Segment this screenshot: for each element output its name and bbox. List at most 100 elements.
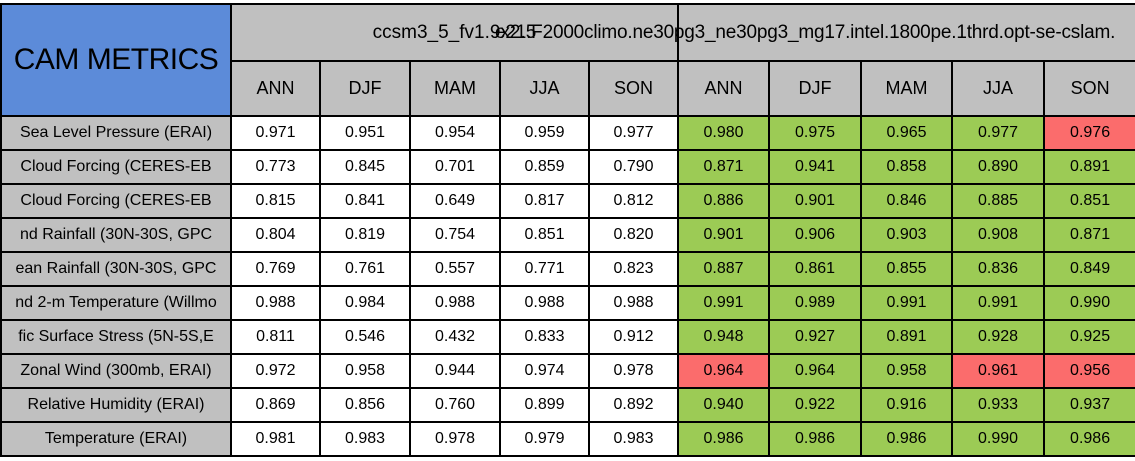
metric-value-cell: 0.861	[768, 251, 863, 287]
metric-value-cell: 0.986	[860, 421, 954, 457]
metric-value-cell: 0.817	[499, 183, 590, 219]
table-title: CAM METRICS	[0, 3, 232, 117]
metric-value-cell: 0.773	[230, 149, 321, 185]
metric-value-cell: 0.964	[677, 353, 771, 389]
metric-value-cell: 0.804	[230, 217, 321, 253]
metric-value-cell: 0.944	[409, 353, 501, 389]
run-header-right	[677, 3, 1135, 62]
table-row: ean Rainfall (30N-30S, GPC 0.769 0.761 0.55…	[0, 251, 1135, 287]
metric-value-cell: 0.981	[230, 421, 321, 457]
cam-metrics-table: CAM METRICS ANN DJF MAM JJA SON ANN DJF …	[0, 3, 1135, 457]
metric-value-cell: 0.977	[587, 115, 680, 151]
table-row: nd Rainfall (30N-30S, GPC 0.804 0.819 0.754…	[0, 217, 1135, 253]
metric-value-cell: 0.978	[409, 421, 501, 457]
metric-value-cell: 0.869	[230, 387, 321, 423]
metric-value-cell: 0.988	[409, 285, 501, 321]
row-label: Sea Level Pressure (ERAI)	[0, 115, 232, 151]
table-row: Cloud Forcing (CERES-EB 0.773 0.845 0.701 0.…	[0, 149, 1135, 185]
metric-value-cell: 0.899	[499, 387, 590, 423]
metric-value-cell: 0.761	[319, 251, 411, 287]
metric-value-cell: 0.432	[409, 319, 501, 355]
metric-value-cell: 0.701	[409, 149, 501, 185]
row-label: fic Surface Stress (5N-5S,E	[0, 319, 232, 355]
metric-value-cell: 0.906	[768, 217, 863, 253]
row-label: Cloud Forcing (CERES-EB	[0, 149, 232, 185]
table-row: fic Surface Stress (5N-5S,E 0.811 0.546 0.4…	[0, 319, 1135, 355]
metric-value-cell: 0.986	[768, 421, 863, 457]
metric-value-cell: 0.871	[677, 149, 771, 185]
season-header-djf-left: DJF	[319, 60, 411, 117]
season-header-mam-right: MAM	[860, 60, 954, 117]
metric-value-cell: 0.892	[587, 387, 680, 423]
metric-value-cell: 0.986	[677, 421, 771, 457]
metric-value-cell: 0.903	[860, 217, 954, 253]
metric-value-cell: 0.891	[860, 319, 954, 355]
metric-value-cell: 0.546	[319, 319, 411, 355]
metric-value-cell: 0.856	[319, 387, 411, 423]
metric-value-cell: 0.855	[860, 251, 954, 287]
metric-value-cell: 0.760	[409, 387, 501, 423]
metric-value-cell: 0.925	[1043, 319, 1135, 355]
metric-value-cell: 0.858	[860, 149, 954, 185]
metric-value-cell: 0.820	[587, 217, 680, 253]
metric-value-cell: 0.557	[409, 251, 501, 287]
metric-value-cell: 0.951	[319, 115, 411, 151]
metric-value-cell: 0.771	[499, 251, 590, 287]
metric-value-cell: 0.891	[1043, 149, 1135, 185]
metric-value-cell: 0.958	[319, 353, 411, 389]
metric-value-cell: 0.948	[677, 319, 771, 355]
metric-value-cell: 0.991	[951, 285, 1046, 321]
metric-value-cell: 0.790	[587, 149, 680, 185]
season-header-row: ANN DJF MAM JJA SON ANN DJF MAM JJA SON	[1, 60, 1135, 117]
table-row: Sea Level Pressure (ERAI) 0.971 0.951 0.954…	[0, 115, 1135, 151]
table-row: Temperature (ERAI) 0.981 0.983 0.978 0.979 0.…	[0, 421, 1135, 457]
metric-value-cell: 0.971	[230, 115, 321, 151]
metric-value-cell: 0.769	[230, 251, 321, 287]
metric-value-cell: 0.886	[677, 183, 771, 219]
season-header-son-left: SON	[587, 60, 680, 117]
row-label: ean Rainfall (30N-30S, GPC	[0, 251, 232, 287]
metric-value-cell: 0.815	[230, 183, 321, 219]
table-row: Cloud Forcing (CERES-EB 0.815 0.841 0.649 0.…	[0, 183, 1135, 219]
metric-value-cell: 0.841	[319, 183, 411, 219]
metric-value-cell: 0.836	[951, 251, 1046, 287]
metric-value-cell: 0.859	[499, 149, 590, 185]
metric-value-cell: 0.890	[951, 149, 1046, 185]
table-row: nd 2-m Temperature (Willmo 0.988 0.984 0.98…	[0, 285, 1135, 321]
run-header-left	[229, 3, 680, 62]
metric-value-cell: 0.941	[768, 149, 863, 185]
metric-value-cell: 0.956	[1043, 353, 1135, 389]
metric-value-cell: 0.991	[860, 285, 954, 321]
season-header-ann-left: ANN	[230, 60, 321, 117]
metric-value-cell: 0.964	[768, 353, 863, 389]
metric-value-cell: 0.986	[1043, 421, 1135, 457]
table-row: Relative Humidity (ERAI) 0.869 0.856 0.760 0…	[0, 387, 1135, 423]
metric-value-cell: 0.990	[1043, 285, 1135, 321]
metric-value-cell: 0.979	[499, 421, 590, 457]
metric-value-cell: 0.851	[1043, 183, 1135, 219]
metric-value-cell: 0.849	[1043, 251, 1135, 287]
metric-value-cell: 0.845	[319, 149, 411, 185]
metric-value-cell: 0.958	[860, 353, 954, 389]
row-label: nd Rainfall (30N-30S, GPC	[0, 217, 232, 253]
run-header-row: CAM METRICS	[0, 3, 1135, 117]
metric-value-cell: 0.980	[677, 115, 771, 151]
row-label: Temperature (ERAI)	[0, 421, 232, 457]
metric-value-cell: 0.988	[499, 285, 590, 321]
season-header-mam-left: MAM	[409, 60, 501, 117]
metric-value-cell: 0.983	[319, 421, 411, 457]
metric-value-cell: 0.928	[951, 319, 1046, 355]
metric-value-cell: 0.901	[768, 183, 863, 219]
metric-value-cell: 0.916	[860, 387, 954, 423]
metric-value-cell: 0.887	[677, 251, 771, 287]
metric-value-cell: 0.961	[951, 353, 1046, 389]
metric-value-cell: 0.974	[499, 353, 590, 389]
row-label: Relative Humidity (ERAI)	[0, 387, 232, 423]
metric-value-cell: 0.754	[409, 217, 501, 253]
metric-value-cell: 0.819	[319, 217, 411, 253]
metric-value-cell: 0.833	[499, 319, 590, 355]
row-label: Cloud Forcing (CERES-EB	[0, 183, 232, 219]
metric-value-cell: 0.977	[951, 115, 1046, 151]
metric-value-cell: 0.965	[860, 115, 954, 151]
